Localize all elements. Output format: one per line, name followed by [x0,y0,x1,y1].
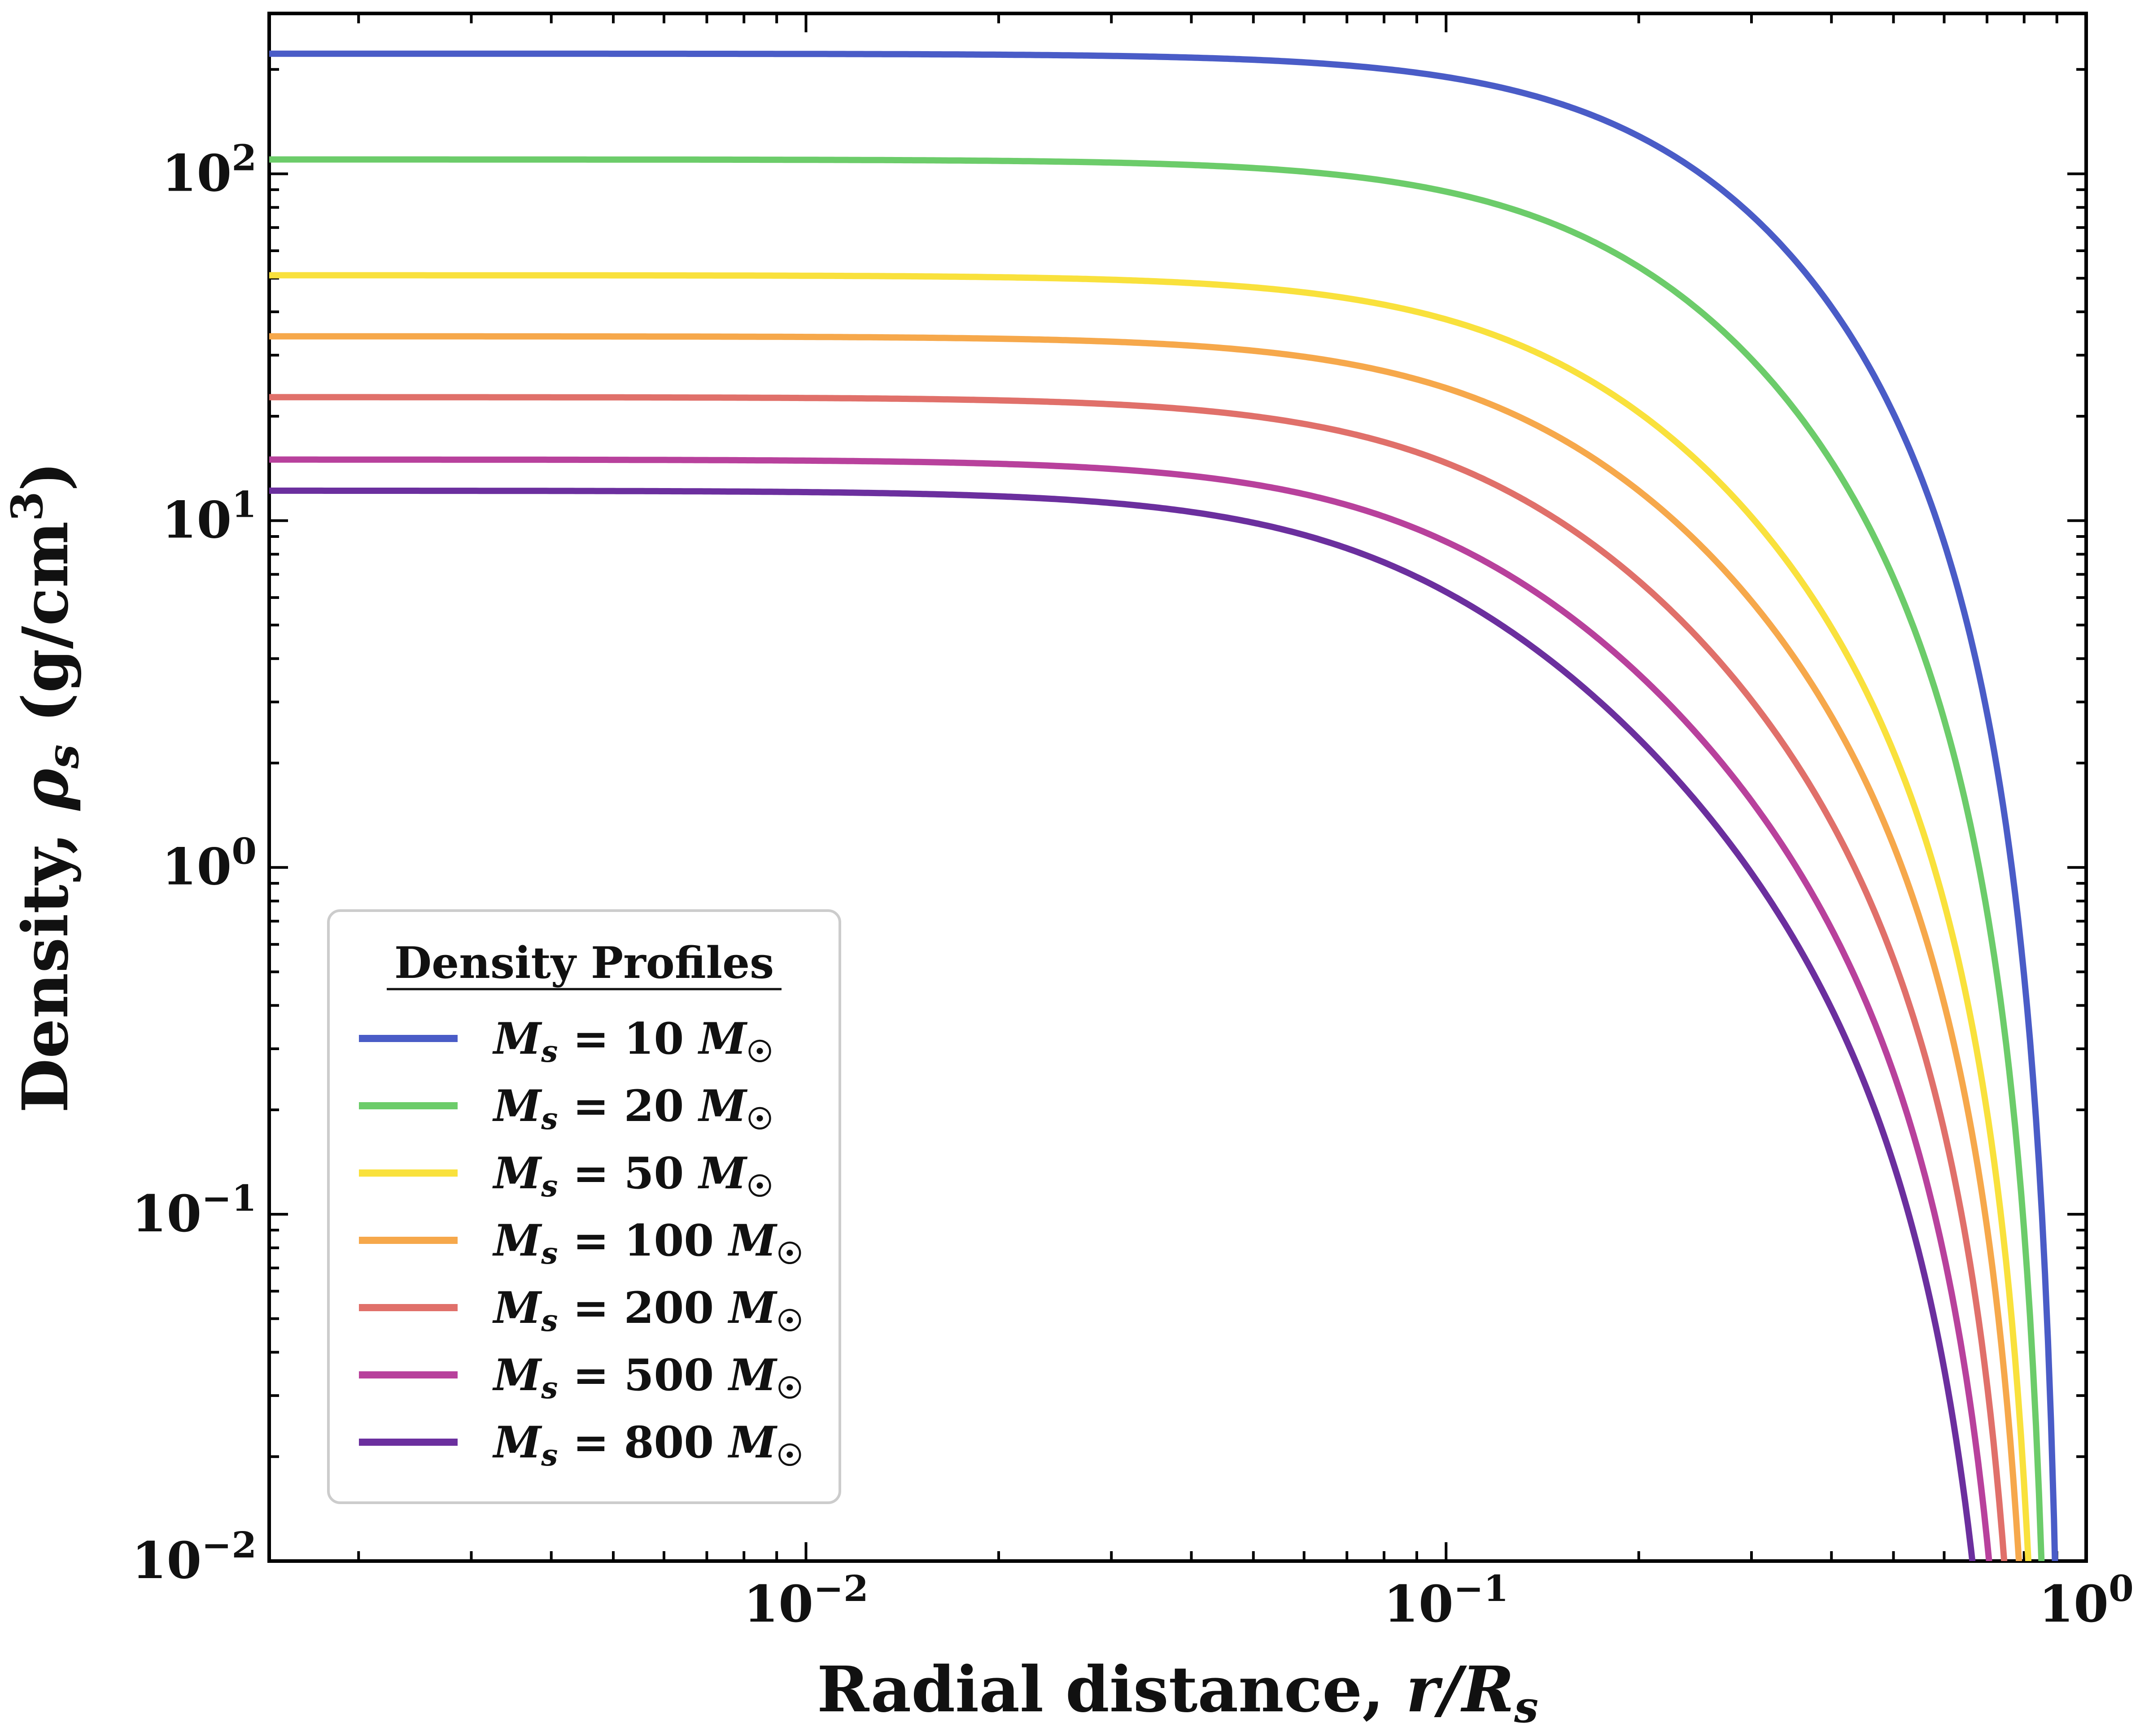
series-line [269,272,2032,1561]
legend-label: Ms = 20 M☉ [492,1081,773,1136]
y-tick-label: 101 [162,484,257,550]
series-line [269,394,2008,1561]
legend-title: Density Profiles [394,938,774,988]
legend-label: Ms = 100 M☉ [492,1215,803,1271]
series-line [269,487,1976,1561]
x-axis-title: Radial distance, r/Rs [817,1653,1538,1732]
legend: Density Profiles Ms = 10 M☉Ms = 20 M☉Ms … [327,909,841,1504]
x-tick-label: 100 [2039,1567,2134,1634]
series-line [269,50,2058,1561]
x-tick-label: 10−1 [1384,1567,1509,1634]
legend-entries: Ms = 10 M☉ Ms = 20 M☉ Ms = 50 M☉ Ms = 100 M… [359,1013,803,1473]
legend-label: Ms = 10 M☉ [492,1013,773,1069]
y-tick-label: 102 [162,136,257,203]
axis-tick-labels: 10−2 10−1 100 10−2 10−1 100 101 102 [131,136,2133,1634]
series-lines [269,50,2058,1561]
legend-label: Ms = 500 M☉ [492,1350,803,1405]
legend-label: Ms = 800 M☉ [492,1417,803,1473]
legend-label: Ms = 50 M☉ [492,1148,773,1204]
y-tick-label: 10−1 [131,1177,257,1243]
y-tick-label: 10−2 [131,1524,257,1590]
y-tick-label: 100 [162,830,257,897]
series-line [269,333,2022,1561]
series-line [269,156,2045,1561]
legend-label: Ms = 200 M☉ [492,1282,803,1338]
axis-ticks [269,13,2088,1562]
x-tick-label: 10−2 [743,1567,869,1634]
legend-box [327,909,841,1504]
y-axis-title: Density, ρs (g/cm3) [2,462,88,1113]
series-line [269,456,1992,1561]
